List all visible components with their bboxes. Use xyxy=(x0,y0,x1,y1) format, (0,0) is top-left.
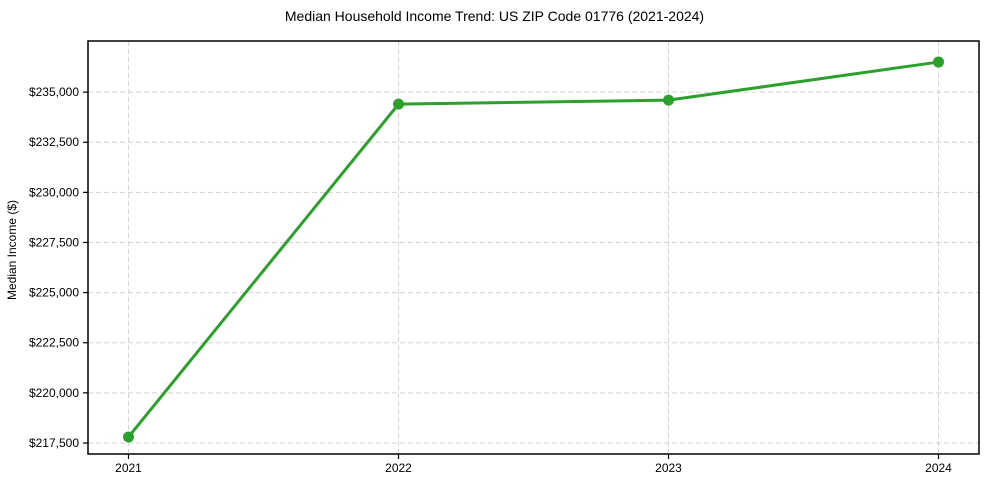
plot-area xyxy=(88,41,979,454)
y-tick-label: $220,000 xyxy=(29,386,79,400)
y-tick-label: $235,000 xyxy=(29,85,79,99)
y-tick-label: $217,500 xyxy=(29,436,79,450)
data-point-2022 xyxy=(393,98,404,110)
y-tick-label: $227,500 xyxy=(29,235,79,249)
x-tick-label: 2021 xyxy=(115,461,142,475)
y-tick-label: $222,500 xyxy=(29,336,79,350)
y-tick-label: $230,000 xyxy=(29,185,79,199)
chart-title: Median Household Income Trend: US ZIP Co… xyxy=(284,8,705,24)
x-tick-label: 2023 xyxy=(655,461,682,475)
trend-line xyxy=(127,60,940,439)
y-axis-label: Median Income ($) xyxy=(5,200,19,300)
data-point-2024 xyxy=(933,56,944,68)
y-tick-label: $232,500 xyxy=(29,135,79,149)
data-point-2021 xyxy=(123,431,134,443)
y-tick-label: $225,000 xyxy=(29,286,79,300)
data-point-2023 xyxy=(663,94,674,106)
x-tick-label: 2022 xyxy=(385,461,412,475)
x-tick-label: 2024 xyxy=(925,461,952,475)
axes-frame xyxy=(87,40,980,455)
